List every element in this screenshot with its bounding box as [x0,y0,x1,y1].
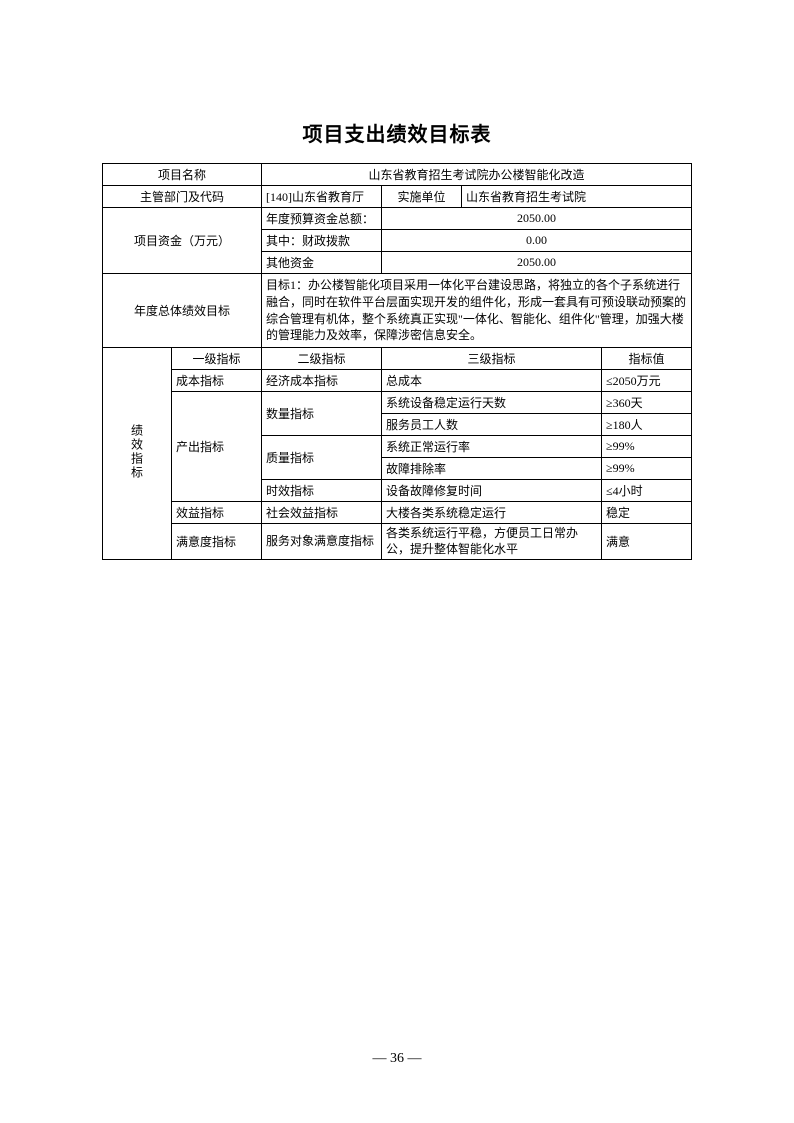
l2-cell: 经济成本指标 [262,370,382,392]
l2-cell: 数量指标 [262,392,382,436]
l2-cell: 时效指标 [262,480,382,502]
col4-header: 指标值 [602,348,692,370]
dept-label: 主管部门及代码 [103,186,262,208]
performance-table: 项目名称 山东省教育招生考试院办公楼智能化改造 主管部门及代码 [140]山东省… [102,163,692,560]
val-cell: 满意 [602,524,692,560]
page-number: — 36 — [0,1051,794,1067]
fund-other: 2050.00 [382,252,692,274]
l1-cell: 满意度指标 [172,524,262,560]
fund-label: 项目资金（万元） [103,208,262,274]
col3-header: 三级指标 [382,348,602,370]
impl-label: 实施单位 [382,186,462,208]
dept: [140]山东省教育厅 [262,186,382,208]
val-cell: ≥360天 [602,392,692,414]
fund-other-label: 其他资金 [262,252,382,274]
project-name: 山东省教育招生考试院办公楼智能化改造 [262,164,692,186]
table-row: 产出指标 数量指标 系统设备稳定运行天数 ≥360天 [103,392,692,414]
l3-cell: 各类系统运行平稳，方便员工日常办公，提升整体智能化水平 [382,524,602,560]
l3-cell: 设备故障修复时间 [382,480,602,502]
l3-cell: 大楼各类系统稳定运行 [382,502,602,524]
impl: 山东省教育招生考试院 [462,186,692,208]
col2-header: 二级指标 [262,348,382,370]
l3-cell: 总成本 [382,370,602,392]
val-cell: ≤2050万元 [602,370,692,392]
l3-cell: 系统设备稳定运行天数 [382,392,602,414]
l1-cell: 成本指标 [172,370,262,392]
val-cell: ≤4小时 [602,480,692,502]
project-name-label: 项目名称 [103,164,262,186]
l3-cell: 故障排除率 [382,458,602,480]
page-title: 项目支出绩效目标表 [102,118,692,147]
indicators-side-label: 绩效指标 [103,348,172,560]
val-cell: ≥99% [602,436,692,458]
goal-label: 年度总体绩效目标 [103,274,262,348]
l2-cell: 质量指标 [262,436,382,480]
fund-total: 2050.00 [382,208,692,230]
col1-header: 一级指标 [172,348,262,370]
val-cell: ≥99% [602,458,692,480]
l2-cell: 服务对象满意度指标 [262,524,382,560]
val-cell: ≥180人 [602,414,692,436]
l3-cell: 服务员工人数 [382,414,602,436]
table-row: 满意度指标 服务对象满意度指标 各类系统运行平稳，方便员工日常办公，提升整体智能… [103,524,692,560]
l3-cell: 系统正常运行率 [382,436,602,458]
l1-cell: 效益指标 [172,502,262,524]
fund-fiscal: 0.00 [382,230,692,252]
fund-fiscal-label: 其中：财政拨款 [262,230,382,252]
val-cell: 稳定 [602,502,692,524]
l2-cell: 社会效益指标 [262,502,382,524]
table-row: 效益指标 社会效益指标 大楼各类系统稳定运行 稳定 [103,502,692,524]
goal-text: 目标1：办公楼智能化项目采用一体化平台建设思路，将独立的各个子系统进行融合，同时… [262,274,692,348]
table-row: 成本指标 经济成本指标 总成本 ≤2050万元 [103,370,692,392]
l1-cell: 产出指标 [172,392,262,502]
fund-total-label: 年度预算资金总额： [262,208,382,230]
